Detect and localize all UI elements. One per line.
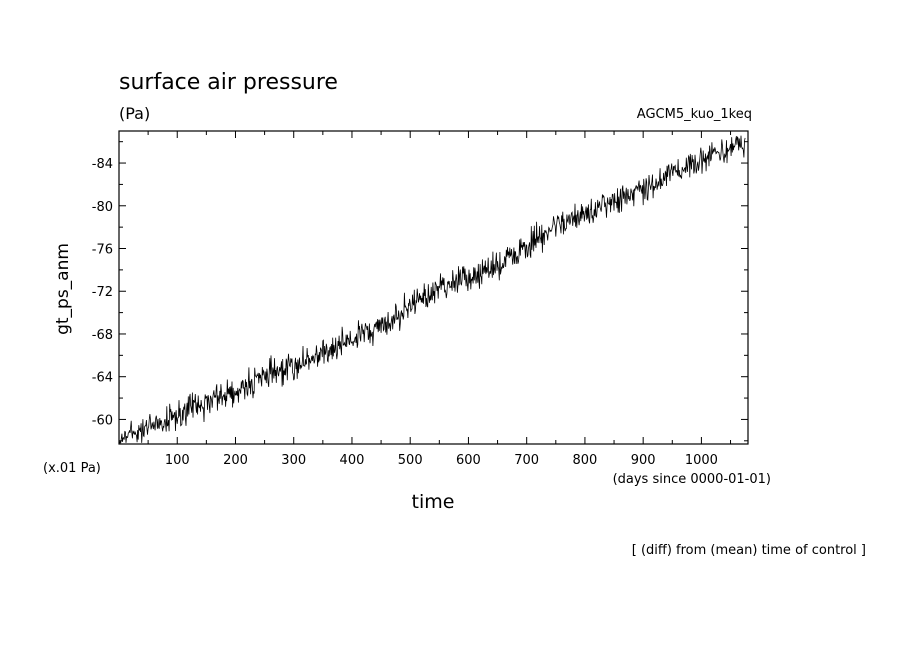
y-tick-label: -68 — [92, 328, 113, 343]
x-tick-label: 400 — [340, 453, 365, 468]
y-tick-label: -64 — [92, 371, 113, 386]
x-tick-label: 1000 — [685, 453, 718, 468]
y-tick-label: -84 — [92, 157, 113, 172]
x-axis-ticks: 100 200 300 400 500 600 700 800 900 1000 — [147, 131, 732, 468]
x-tick-label: 600 — [456, 453, 481, 468]
x-tick-label: 900 — [631, 453, 656, 468]
x-tick-label: 300 — [281, 453, 306, 468]
y-tick-label: -76 — [92, 243, 113, 258]
x-tick-label: 200 — [223, 453, 248, 468]
chart-title: surface air pressure — [119, 70, 338, 95]
y-tick-label: -60 — [92, 413, 113, 428]
chart-units: (Pa) — [119, 104, 150, 123]
model-label: AGCM5_kuo_1keq — [637, 107, 752, 122]
y-tick-label: -80 — [92, 200, 113, 215]
y-axis-title: gt_ps_anm — [53, 243, 73, 335]
chart-caption: [ (diff) from (mean) time of control ] — [632, 543, 866, 558]
x-tick-label: 700 — [514, 453, 539, 468]
x-tick-label: 500 — [398, 453, 423, 468]
series-line — [118, 135, 746, 445]
y-scale-note: (x.01 Pa) — [43, 461, 101, 476]
y-axis-ticks: -60 -64 -68 -72 -76 -80 -84 — [92, 141, 748, 442]
x-tick-label: 800 — [573, 453, 598, 468]
x-axis-title: time — [412, 491, 455, 513]
plot-frame — [118, 130, 749, 445]
y-tick-label: -72 — [92, 285, 113, 300]
x-tick-label: 100 — [165, 453, 190, 468]
x-unit-note: (days since 0000-01-01) — [613, 472, 771, 487]
